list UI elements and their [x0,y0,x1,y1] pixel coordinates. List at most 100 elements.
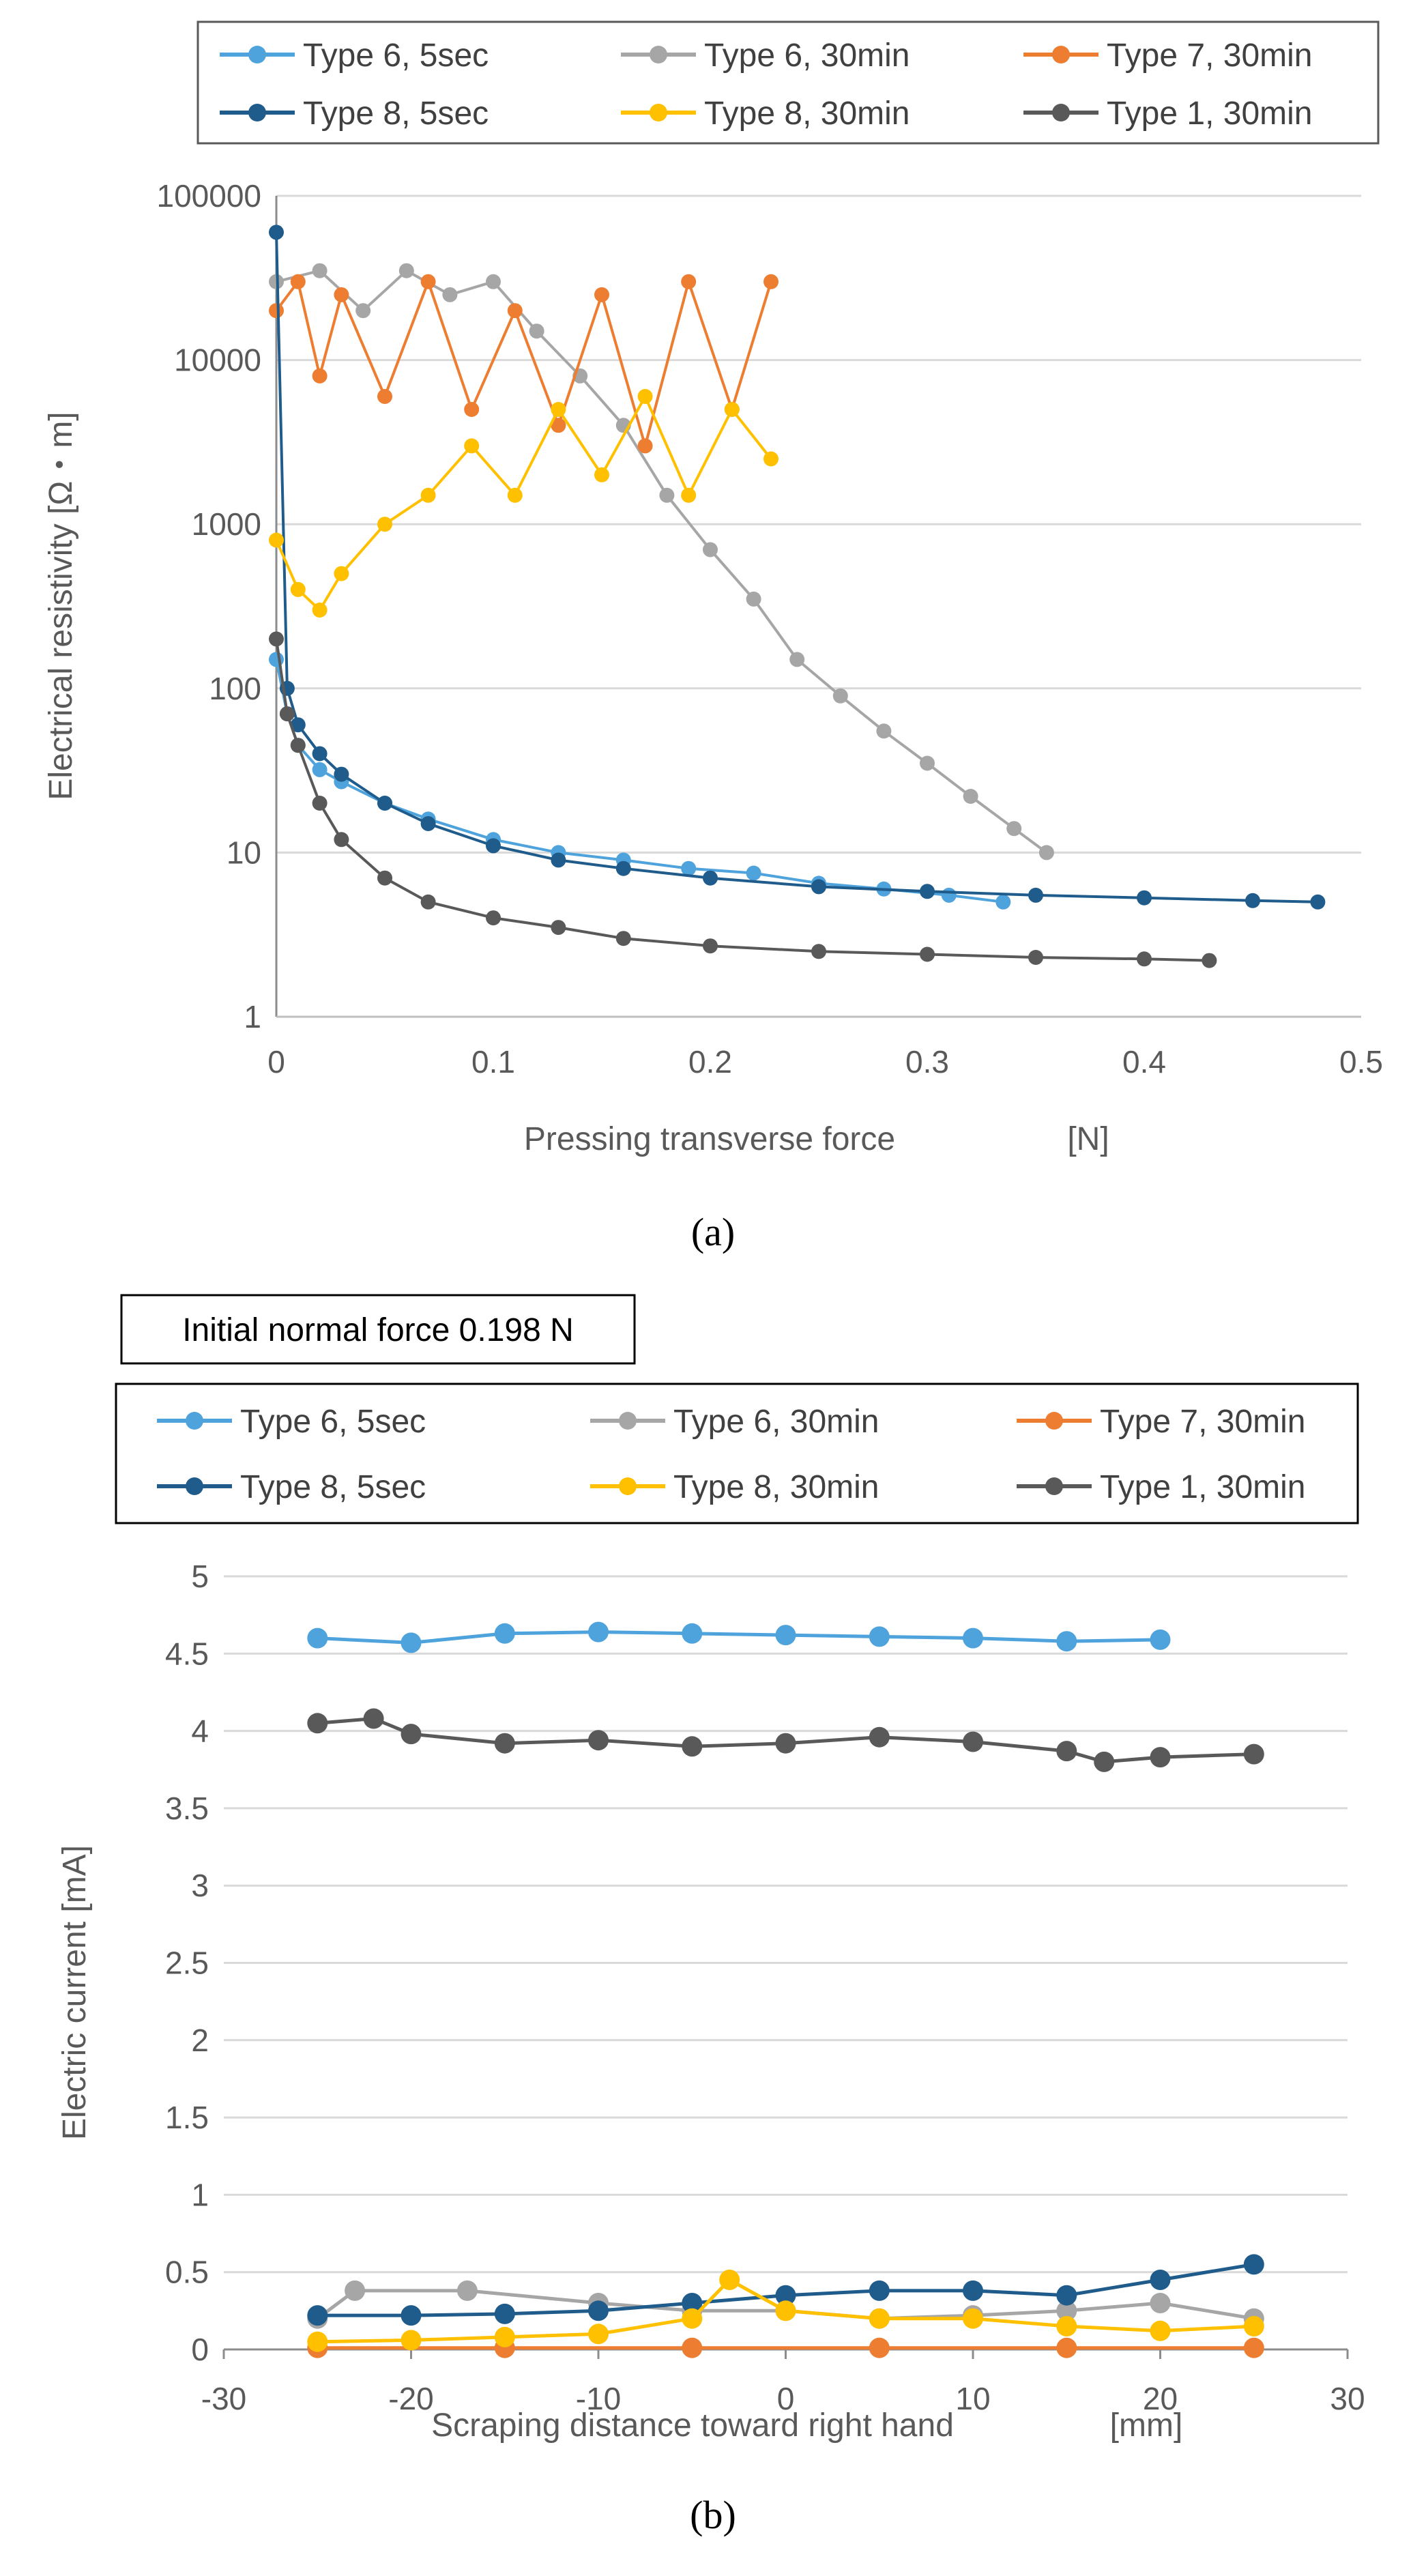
data-point [1243,2254,1264,2275]
series-line [275,395,772,611]
data-point [1150,2270,1171,2290]
data-point [363,1708,384,1729]
x-axis-unit-a: [N] [1067,1121,1109,1157]
data-point [486,274,501,289]
legend-swatch-marker [248,104,266,121]
data-point [507,487,523,503]
data-point [963,2308,983,2329]
data-point [1243,2337,1264,2358]
x-tick-label: 20 [1143,2381,1178,2416]
data-point [995,894,1011,910]
data-point [1150,1629,1171,1650]
data-point [1006,821,1022,837]
x-tick-label: 0.1 [471,1044,515,1080]
legend-item: Type 7, 30min [1017,1404,1306,1440]
series-5 [269,389,779,618]
series-2 [269,263,1054,860]
data-point [529,323,544,339]
data-point [775,1733,796,1754]
data-point [703,542,718,558]
y-ticks-b: 0 0.5 1 1.5 2 2.5 3 3.5 4 4.5 5 [165,1559,209,2367]
data-point [869,2280,890,2301]
data-point [551,418,566,433]
data-point [1094,1751,1115,1772]
data-point [269,303,284,319]
series-5 [307,2270,1264,2352]
data-point [763,274,779,289]
data-point [1150,1747,1171,1768]
data-point [920,755,935,771]
data-point [307,2331,328,2352]
legend-b: Type 6, 5sec Type 6, 30min Type 7, 30min Ty… [157,1404,1306,1505]
legend-swatch-marker [650,104,667,121]
legend-a: Type 6, 5sec Type 6, 30min Type 7, 30min Ty… [220,38,1313,132]
data-point [494,1733,515,1754]
y-axis-label-a: Electrical resistivity [Ω・m] [43,411,79,800]
data-point [456,2280,478,2301]
y-tick-label: 2 [191,2023,209,2058]
data-point [920,884,935,899]
data-point [869,1726,890,1748]
data-point [869,2337,890,2358]
legend-b-frame [115,1383,1359,1524]
y-tick-label: 10000 [174,343,261,378]
data-point [1310,894,1326,910]
data-point [269,225,284,240]
data-point [1150,2320,1171,2341]
x-tick-label: 0 [777,2381,795,2416]
y-tick-label: 0.5 [165,2255,209,2290]
y-tick-label: 100 [209,671,261,706]
data-point [775,2300,796,2321]
legend-label: Type 6, 5sec [240,1404,426,1440]
series-4 [307,2254,1264,2326]
data-point [1202,953,1217,968]
data-point [355,303,371,319]
data-point [345,2280,366,2301]
legend-label: Type 6, 30min [673,1404,879,1440]
data-point [681,487,697,503]
data-point [398,263,414,278]
data-point [775,2285,796,2306]
data-point [811,944,826,959]
x-axis-label-a: Pressing transverse force [524,1121,895,1157]
x-tick-label: 0.5 [1339,1044,1383,1080]
data-point [334,287,349,302]
panel-label-b: (b) [690,2493,736,2537]
panel-label-a: (a) [691,1210,735,1254]
data-point [420,816,436,831]
data-point [464,402,480,417]
legend-label: Type 7, 30min [1107,38,1313,74]
legend-item: Type 6, 30min [621,38,910,74]
y-tick-label: 1 [191,2177,209,2212]
data-point [681,860,697,876]
chart-b: Initial normal force 0.198 N Type 6, 5se… [57,1294,1365,2537]
data-point [307,2305,328,2326]
y-tick-label: 1.5 [165,2100,209,2135]
data-point [941,887,957,903]
y-tick-label: 0 [191,2332,209,2367]
data-point [746,865,761,881]
data-point [312,762,328,777]
data-point [1056,2337,1077,2358]
data-point [290,738,306,753]
data-point [719,2270,740,2290]
data-point [1038,845,1054,860]
y-tick-label: 3.5 [165,1791,209,1826]
data-point [1056,1741,1077,1762]
data-point [789,652,805,667]
data-point [876,723,892,739]
legend-item: Type 6, 5sec [157,1404,426,1440]
data-point [486,838,501,854]
x-axis-unit-b: [mm] [1110,2407,1183,2444]
x-tick-label: -10 [576,2381,621,2416]
legend-swatch-marker [650,46,667,63]
x-tick-label: 10 [955,2381,990,2416]
data-point [290,274,306,289]
legend-label: Type 1, 30min [1100,1469,1306,1505]
data-point [312,368,328,383]
data-point [682,2337,703,2358]
legend-item: Type 8, 5sec [220,96,489,132]
x-tick-label: -20 [388,2381,433,2416]
y-tick-label: 100000 [157,178,262,214]
data-point [963,1627,983,1649]
